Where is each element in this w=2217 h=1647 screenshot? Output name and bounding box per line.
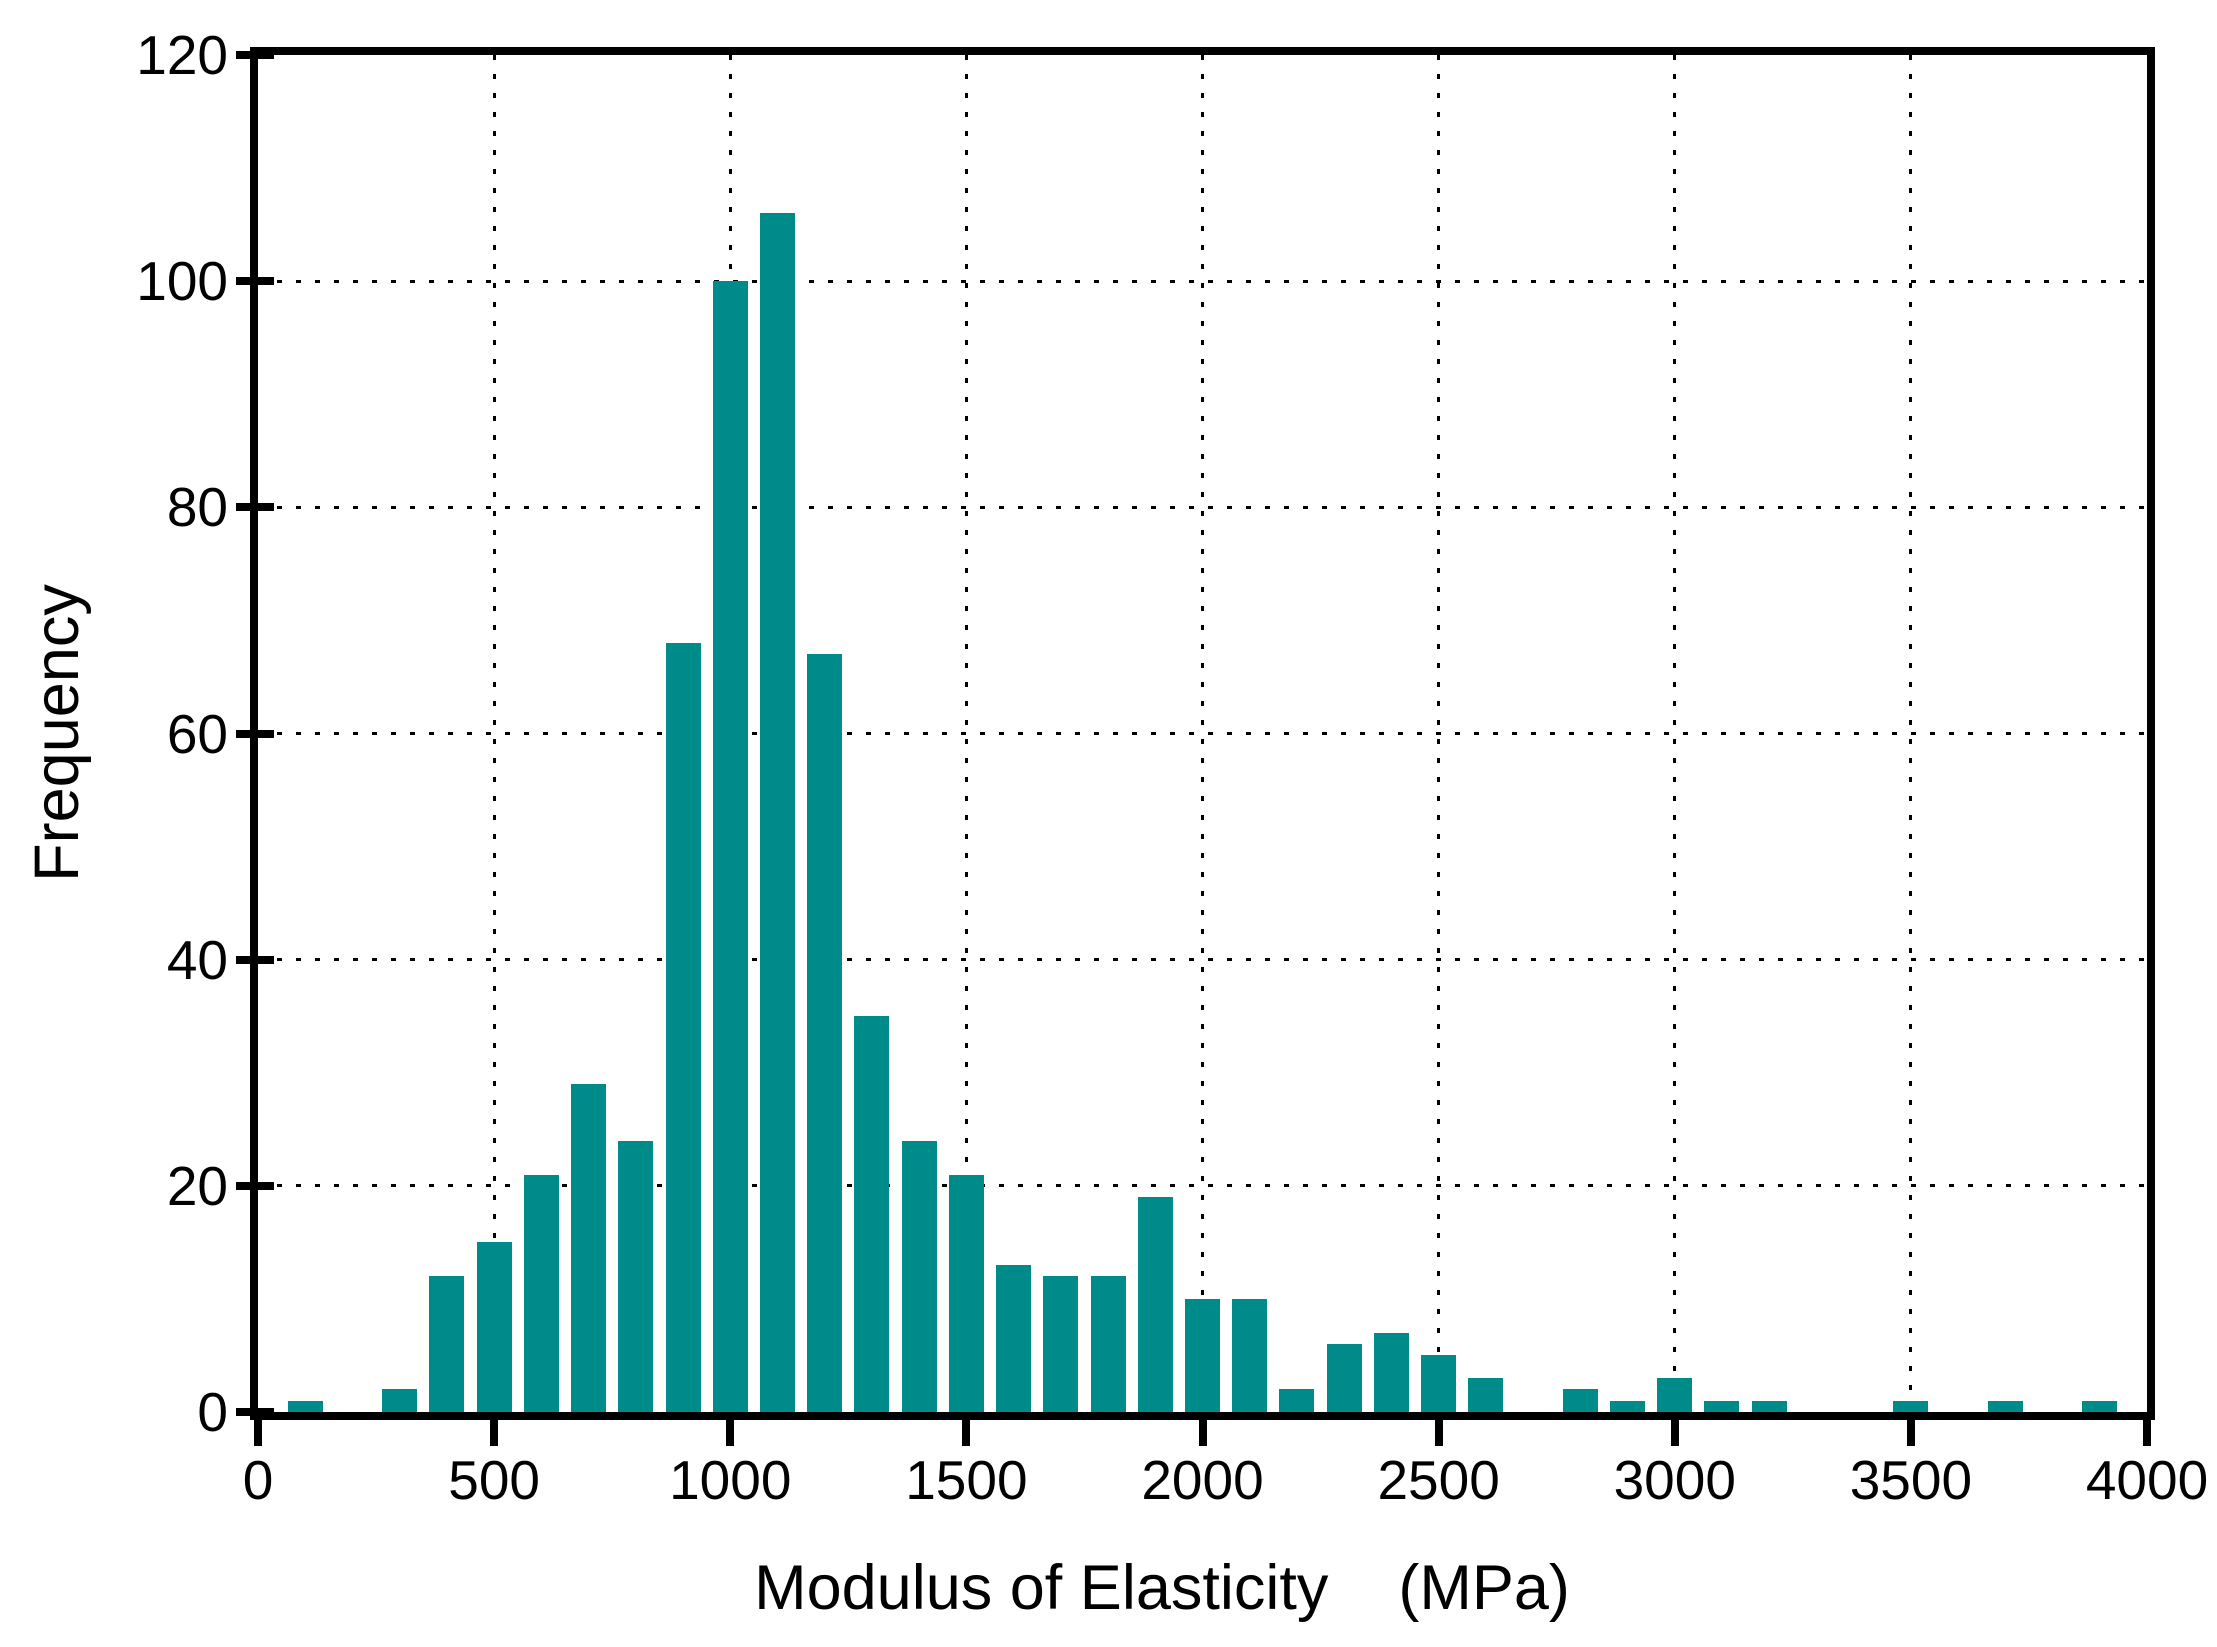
histogram-bar	[854, 1016, 890, 1412]
y-tick-label: 0	[197, 1381, 228, 1443]
histogram-bar	[1279, 1389, 1315, 1412]
histogram-bar	[382, 1389, 418, 1412]
y-tick	[236, 1408, 274, 1416]
histogram-bar	[1610, 1400, 1646, 1412]
x-tick	[1906, 1420, 1915, 1446]
histogram-bar	[1657, 1378, 1693, 1412]
histogram-bar	[1987, 1400, 2023, 1412]
histogram-bar	[759, 213, 795, 1412]
x-tick-label: 1500	[905, 1449, 1028, 1511]
y-tick	[236, 729, 274, 738]
histogram-bar	[476, 1242, 512, 1412]
x-tick	[726, 1420, 735, 1446]
x-tick	[490, 1420, 499, 1446]
y-tick	[236, 51, 274, 59]
histogram-bar	[2082, 1400, 2118, 1412]
x-tick-label: 3500	[1849, 1449, 1973, 1511]
x-tick-label: 2000	[1141, 1449, 1264, 1511]
y-tick	[236, 1181, 274, 1190]
x-tick-label: 0	[242, 1449, 274, 1511]
histogram-bar	[618, 1140, 654, 1412]
histogram-bar	[996, 1265, 1032, 1412]
histogram-bar	[1421, 1355, 1457, 1412]
x-tick	[1670, 1420, 1679, 1446]
histogram-bar	[1373, 1332, 1409, 1412]
plot-area	[250, 47, 2155, 1420]
vertical-gridline	[1909, 55, 1913, 1412]
histogram-bar	[1562, 1389, 1598, 1412]
histogram-bar	[665, 643, 701, 1412]
y-tick-label: 40	[166, 928, 228, 991]
plot-inner	[258, 55, 2147, 1412]
y-tick-label: 100	[136, 250, 228, 313]
x-tick	[254, 1420, 262, 1446]
x-tick	[1434, 1420, 1443, 1446]
y-tick-label: 20	[166, 1154, 228, 1217]
y-tick	[236, 277, 274, 286]
vertical-gridline	[964, 55, 968, 1412]
x-tick	[1198, 1420, 1207, 1446]
x-tick-label: 4000	[2085, 1449, 2209, 1511]
vertical-gridline	[1673, 55, 1677, 1412]
histogram-bar	[948, 1174, 984, 1412]
histogram-bar	[1090, 1276, 1126, 1412]
histogram-bar	[571, 1084, 607, 1412]
histogram-bar	[287, 1400, 323, 1412]
histogram-bar	[523, 1174, 559, 1412]
x-tick	[962, 1420, 971, 1446]
y-tick-label: 120	[136, 24, 228, 86]
histogram-bar	[1043, 1276, 1079, 1412]
y-tick	[236, 503, 274, 512]
histogram-bar	[1185, 1298, 1220, 1412]
x-tick-label: 500	[448, 1449, 540, 1511]
vertical-gridline	[1201, 55, 1204, 1412]
histogram-bar	[1704, 1400, 1740, 1412]
y-tick-label: 60	[166, 702, 228, 765]
y-tick	[236, 955, 274, 964]
histogram-bar	[1751, 1400, 1787, 1412]
histogram-bar	[1326, 1344, 1362, 1412]
histogram-bar	[1137, 1197, 1173, 1412]
x-tick-label: 2500	[1377, 1449, 1500, 1511]
histogram-bar	[712, 281, 748, 1412]
y-tick-label: 80	[166, 476, 228, 539]
histogram-bar	[429, 1276, 465, 1412]
x-tick	[2143, 1420, 2151, 1446]
histogram-bar	[1893, 1400, 1929, 1412]
x-tick-label: 3000	[1613, 1449, 1736, 1511]
histogram-bar	[1232, 1298, 1268, 1412]
x-axis-title: Modulus of Elasticity (MPa)	[754, 1553, 1570, 1623]
histogram-bar	[901, 1140, 937, 1412]
x-tick-label: 1000	[669, 1449, 792, 1511]
histogram-bar	[807, 654, 843, 1412]
histogram-bar	[1468, 1378, 1504, 1412]
vertical-gridline	[492, 55, 496, 1412]
vertical-gridline	[1437, 55, 1441, 1412]
